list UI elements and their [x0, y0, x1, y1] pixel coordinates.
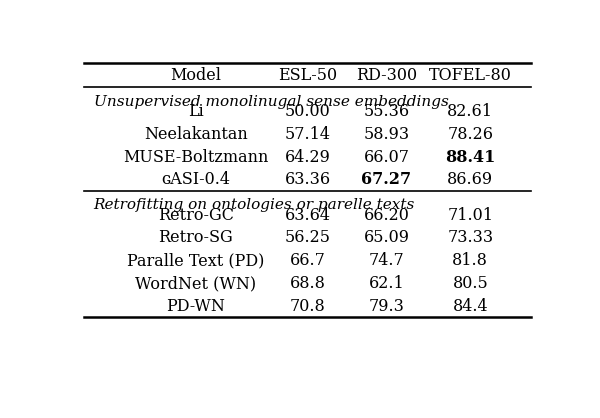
- Text: Retro-GC: Retro-GC: [158, 207, 234, 224]
- Text: Retrofitting on ontologies or parelle texts: Retrofitting on ontologies or parelle te…: [94, 198, 415, 212]
- Text: Li: Li: [188, 103, 204, 120]
- Text: 64.29: 64.29: [284, 149, 331, 166]
- Text: 86.69: 86.69: [447, 171, 493, 189]
- Text: Unsupervised monolinugal sense embeddings: Unsupervised monolinugal sense embedding…: [94, 95, 448, 109]
- Text: Retro-SG: Retro-SG: [158, 229, 233, 247]
- Text: 71.01: 71.01: [447, 207, 493, 224]
- Text: 81.8: 81.8: [452, 252, 488, 269]
- Text: 63.64: 63.64: [284, 207, 331, 224]
- Text: 57.14: 57.14: [284, 126, 331, 143]
- Text: Paralle Text (PD): Paralle Text (PD): [127, 252, 265, 269]
- Text: 70.8: 70.8: [290, 298, 325, 315]
- Text: 50.00: 50.00: [284, 103, 331, 120]
- Text: 68.8: 68.8: [290, 275, 325, 292]
- Text: 79.3: 79.3: [368, 298, 404, 315]
- Text: PD-WN: PD-WN: [166, 298, 226, 315]
- Text: 66.20: 66.20: [364, 207, 409, 224]
- Text: 55.36: 55.36: [364, 103, 410, 120]
- Text: 88.41: 88.41: [445, 149, 496, 166]
- Text: ESL-50: ESL-50: [278, 67, 337, 84]
- Text: 65.09: 65.09: [364, 229, 410, 247]
- Text: RD-300: RD-300: [356, 67, 417, 84]
- Text: 56.25: 56.25: [284, 229, 331, 247]
- Text: 84.4: 84.4: [452, 298, 488, 315]
- Text: 67.27: 67.27: [361, 171, 412, 189]
- Text: Neelakantan: Neelakantan: [144, 126, 248, 143]
- Text: 78.26: 78.26: [447, 126, 493, 143]
- Text: 80.5: 80.5: [452, 275, 488, 292]
- Text: 62.1: 62.1: [368, 275, 404, 292]
- Text: 66.07: 66.07: [364, 149, 410, 166]
- Text: 63.36: 63.36: [284, 171, 331, 189]
- Text: WordNet (WN): WordNet (WN): [136, 275, 256, 292]
- Text: MUSE-Boltzmann: MUSE-Boltzmann: [123, 149, 269, 166]
- Text: 58.93: 58.93: [364, 126, 410, 143]
- Text: TOFEL-80: TOFEL-80: [429, 67, 512, 84]
- Text: ɢASI-0.4: ɢASI-0.4: [161, 171, 230, 189]
- Text: 73.33: 73.33: [447, 229, 493, 247]
- Text: Model: Model: [170, 67, 221, 84]
- Text: 82.61: 82.61: [447, 103, 493, 120]
- Text: 66.7: 66.7: [290, 252, 325, 269]
- Text: 74.7: 74.7: [368, 252, 404, 269]
